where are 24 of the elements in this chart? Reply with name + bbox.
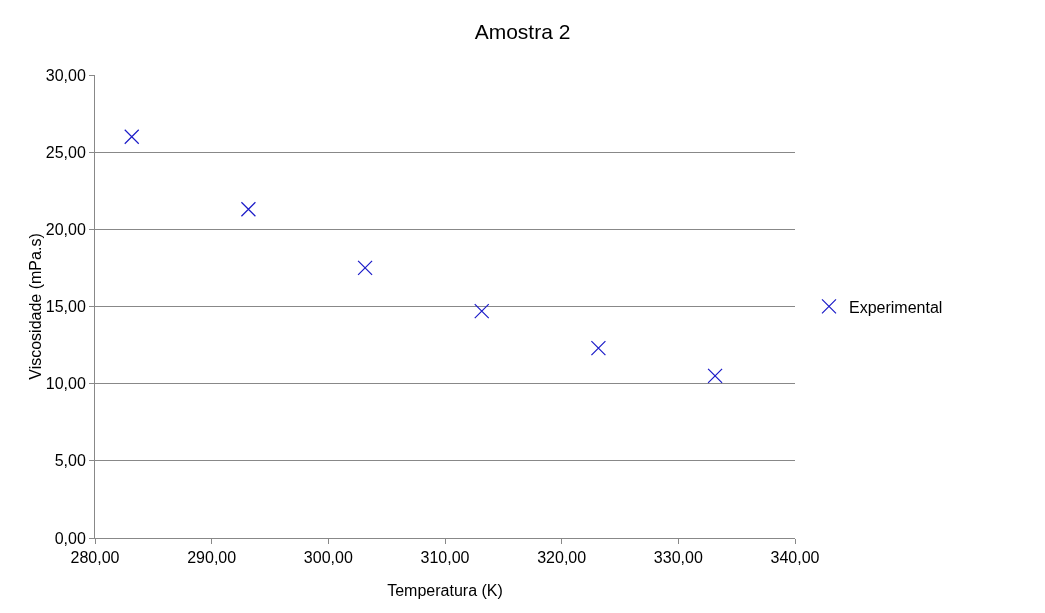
y-tick-label: 5,00 bbox=[54, 452, 86, 470]
y-tick-label: 0,00 bbox=[54, 529, 86, 547]
x-tick-label: 280,00 bbox=[70, 549, 120, 567]
point bbox=[590, 340, 607, 356]
point bbox=[240, 201, 257, 217]
x-tick-label: 330,00 bbox=[653, 549, 703, 567]
x-tick-label: 310,00 bbox=[420, 549, 470, 567]
x-tick-label: 290,00 bbox=[187, 549, 237, 567]
x-tick-label: 320,00 bbox=[537, 549, 587, 567]
point bbox=[474, 303, 490, 319]
y-tick-label: 20,00 bbox=[45, 220, 86, 238]
x-tick-label: 300,00 bbox=[303, 549, 353, 567]
chart-title: Amostra 2 bbox=[474, 20, 571, 44]
x-axis-title: Temperatura (K) bbox=[387, 582, 503, 599]
y-tick-label: 15,00 bbox=[45, 298, 86, 316]
y-tick-label: 30,00 bbox=[45, 66, 86, 84]
y-tick-label: 25,00 bbox=[45, 143, 86, 161]
legend-label: Experimental bbox=[849, 298, 943, 316]
y-tick-label: 10,00 bbox=[45, 375, 86, 393]
point bbox=[357, 260, 373, 276]
point bbox=[707, 368, 723, 384]
y-axis-title: Viscosidade (mPa.s) bbox=[26, 233, 44, 380]
point bbox=[124, 129, 140, 145]
x-tick-label: 340,00 bbox=[770, 549, 820, 567]
